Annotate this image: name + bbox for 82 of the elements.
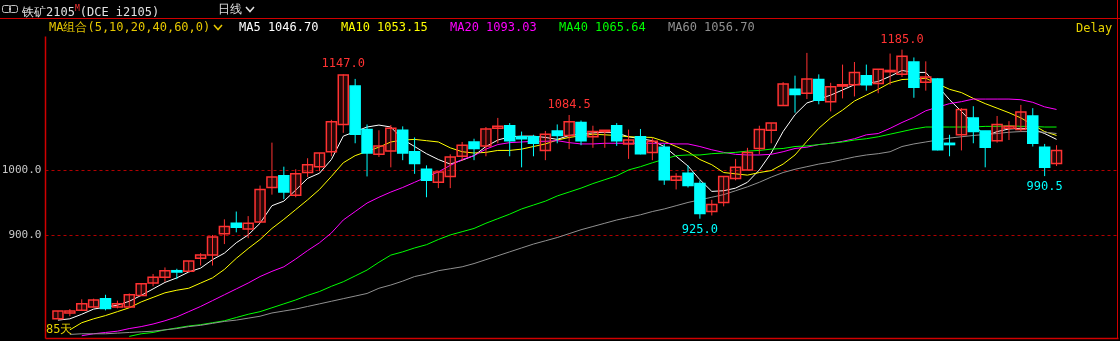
candlestick <box>254 185 266 224</box>
candlestick <box>242 215 254 239</box>
text: Delay <box>1076 21 1113 35</box>
candlestick <box>789 75 801 114</box>
candlestick <box>456 141 468 162</box>
candlestick <box>991 115 1003 144</box>
candlestick <box>420 164 433 198</box>
candlestick <box>1038 143 1051 177</box>
candlestick <box>717 175 730 207</box>
candlestick <box>646 137 659 161</box>
candlestick <box>813 73 825 105</box>
candlestick <box>52 310 64 320</box>
candlestick <box>729 158 742 181</box>
candlestick <box>385 124 397 168</box>
text: MA10 1053.15 <box>341 20 428 34</box>
candlestick <box>753 125 766 155</box>
candlestick <box>539 130 552 161</box>
y-tick-label: 900.0 <box>8 228 42 242</box>
candlestick <box>622 129 635 160</box>
candlestick <box>955 107 968 151</box>
candlestick <box>135 282 147 297</box>
candlestick <box>75 298 88 312</box>
chart-title: 铁矿2105$^{M}$(DCE i2105) <box>22 3 160 21</box>
candlestick <box>836 64 849 99</box>
chart-subtitle: 日线 <box>218 1 242 18</box>
y-tick-label: 1000.0 <box>1 163 42 177</box>
candlestick <box>313 152 326 172</box>
candlestick <box>765 122 777 144</box>
candlestick <box>563 114 575 150</box>
candlestick <box>741 147 754 171</box>
candlestick <box>266 142 278 196</box>
candlestick <box>432 171 445 189</box>
candlestick <box>218 218 231 245</box>
text: MA5 1046.70 <box>239 20 319 34</box>
candlestick <box>159 266 171 283</box>
text: MA60 1056.70 <box>668 20 755 34</box>
candlestick <box>1003 120 1015 141</box>
candlestick <box>610 122 623 147</box>
candlestick <box>587 125 599 149</box>
candlestick <box>182 260 195 273</box>
candlestick <box>884 53 896 86</box>
candlestick <box>824 82 837 112</box>
candlestick <box>64 308 76 317</box>
candlestick <box>551 123 563 144</box>
annotation: 1084.5 <box>547 96 591 111</box>
candlestick <box>123 292 136 308</box>
candlestick <box>444 153 457 189</box>
candlestick <box>468 138 480 161</box>
text: MA40 1065.64 <box>559 20 646 34</box>
candlestick <box>301 157 314 178</box>
candlestick <box>206 234 219 267</box>
annotation: 925.0 <box>681 221 718 236</box>
annotation: 990.5 <box>1026 179 1063 194</box>
candlestick <box>492 117 504 144</box>
candlestick <box>373 129 385 158</box>
candlestick <box>289 168 302 198</box>
candlestick <box>575 120 587 146</box>
candlestick <box>848 61 861 97</box>
candlestick <box>896 49 908 78</box>
candlestick <box>480 126 492 157</box>
candlestick <box>278 166 290 200</box>
candlestick <box>230 211 243 233</box>
annotation: 1147.0 <box>321 56 365 71</box>
candlestick <box>920 60 932 92</box>
candlestick <box>337 73 350 134</box>
candlestick <box>872 68 884 94</box>
candlestick <box>194 252 207 267</box>
text: MA20 1093.03 <box>450 20 537 34</box>
candlestick <box>325 119 338 157</box>
candlestick <box>670 172 682 190</box>
candlestick <box>777 81 789 107</box>
candlestick <box>801 52 813 100</box>
candlestick <box>1015 104 1027 133</box>
candlestick <box>1050 144 1063 167</box>
candlestick <box>634 128 647 155</box>
candlestick <box>860 64 873 92</box>
annotation: 1185.0 <box>880 31 924 46</box>
candlestick <box>706 199 718 216</box>
candlestick <box>87 298 100 308</box>
legend-title: MA组合(5,10,20,40,60,0) <box>49 20 211 34</box>
candlestick <box>147 273 159 287</box>
annotation: 85天 <box>46 322 73 336</box>
